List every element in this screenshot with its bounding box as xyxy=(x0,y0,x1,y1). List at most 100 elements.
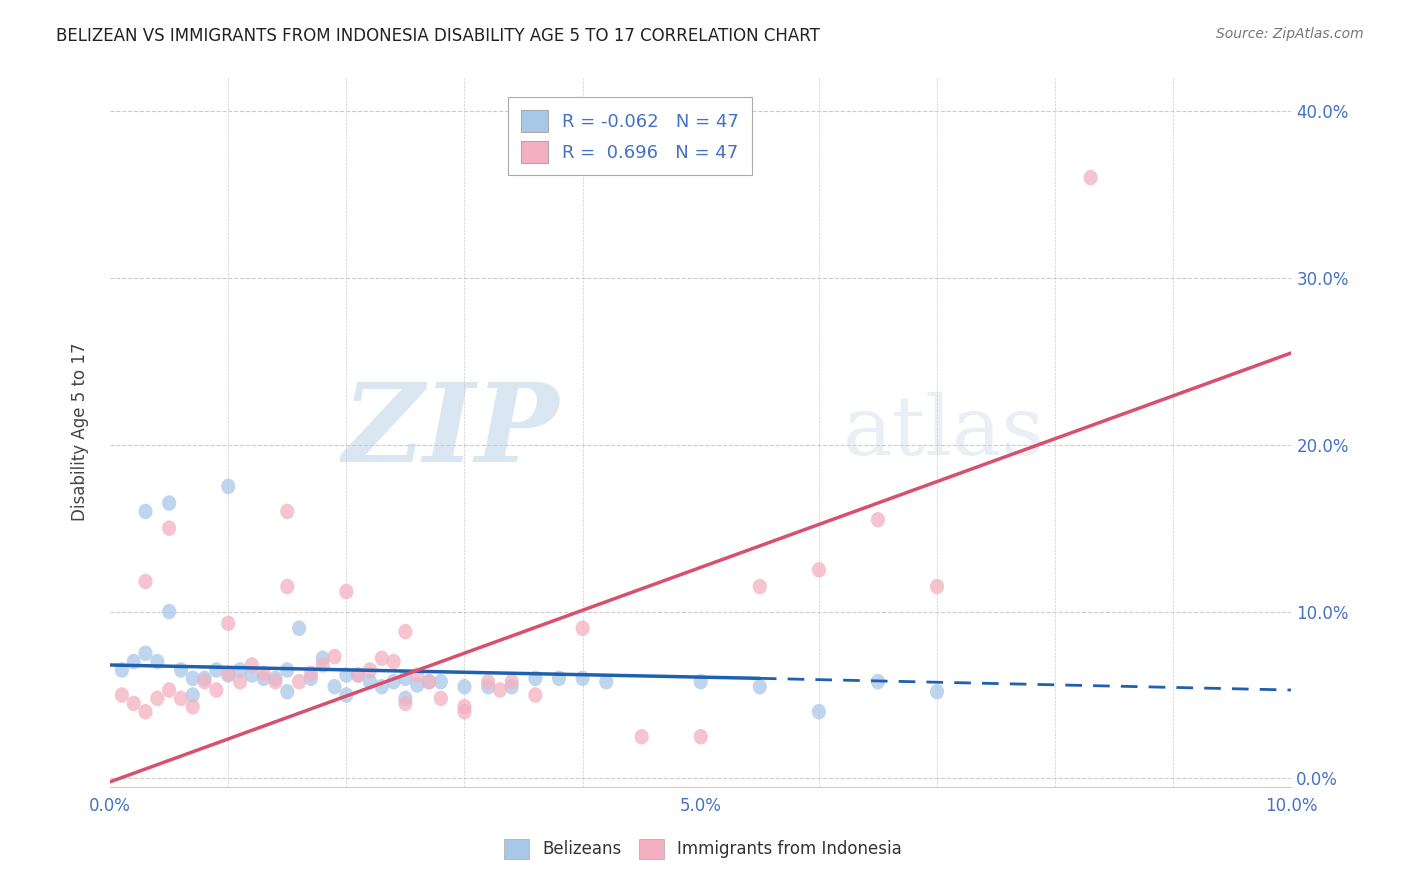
Ellipse shape xyxy=(150,654,165,670)
Ellipse shape xyxy=(575,621,589,636)
Ellipse shape xyxy=(529,671,543,686)
Text: ZIP: ZIP xyxy=(343,378,560,486)
Ellipse shape xyxy=(375,679,389,695)
Ellipse shape xyxy=(280,504,294,519)
Ellipse shape xyxy=(575,671,589,686)
Ellipse shape xyxy=(115,687,129,703)
Ellipse shape xyxy=(411,677,425,693)
Ellipse shape xyxy=(422,673,436,690)
Ellipse shape xyxy=(599,673,613,690)
Ellipse shape xyxy=(481,673,495,690)
Ellipse shape xyxy=(422,673,436,690)
Ellipse shape xyxy=(256,665,271,681)
Ellipse shape xyxy=(363,662,377,678)
Ellipse shape xyxy=(529,687,543,703)
Ellipse shape xyxy=(174,662,188,678)
Ellipse shape xyxy=(197,673,212,690)
Ellipse shape xyxy=(811,562,825,578)
Ellipse shape xyxy=(328,648,342,665)
Ellipse shape xyxy=(870,673,884,690)
Ellipse shape xyxy=(138,704,153,720)
Ellipse shape xyxy=(127,654,141,670)
Text: atlas: atlas xyxy=(842,392,1045,472)
Ellipse shape xyxy=(457,679,471,695)
Ellipse shape xyxy=(256,671,271,686)
Ellipse shape xyxy=(315,657,330,673)
Ellipse shape xyxy=(186,699,200,714)
Ellipse shape xyxy=(209,682,224,698)
Ellipse shape xyxy=(434,673,449,690)
Ellipse shape xyxy=(269,671,283,686)
Ellipse shape xyxy=(280,662,294,678)
Ellipse shape xyxy=(375,650,389,666)
Y-axis label: Disability Age 5 to 17: Disability Age 5 to 17 xyxy=(72,343,89,522)
Ellipse shape xyxy=(339,687,353,703)
Ellipse shape xyxy=(481,679,495,695)
Ellipse shape xyxy=(280,579,294,594)
Ellipse shape xyxy=(363,673,377,690)
Ellipse shape xyxy=(398,696,412,711)
Ellipse shape xyxy=(811,704,825,720)
Ellipse shape xyxy=(138,646,153,661)
Ellipse shape xyxy=(387,673,401,690)
Ellipse shape xyxy=(870,512,884,527)
Legend: R = -0.062   N = 47, R =  0.696   N = 47: R = -0.062 N = 47, R = 0.696 N = 47 xyxy=(508,97,752,176)
Ellipse shape xyxy=(186,687,200,703)
Ellipse shape xyxy=(197,671,212,686)
Ellipse shape xyxy=(304,665,318,681)
Ellipse shape xyxy=(434,690,449,706)
Ellipse shape xyxy=(339,583,353,599)
Ellipse shape xyxy=(411,667,425,682)
Ellipse shape xyxy=(280,684,294,699)
Ellipse shape xyxy=(398,624,412,640)
Ellipse shape xyxy=(929,684,945,699)
Ellipse shape xyxy=(693,729,707,745)
Ellipse shape xyxy=(328,679,342,695)
Ellipse shape xyxy=(233,662,247,678)
Ellipse shape xyxy=(127,696,141,711)
Ellipse shape xyxy=(162,682,176,698)
Ellipse shape xyxy=(174,690,188,706)
Ellipse shape xyxy=(245,657,259,673)
Ellipse shape xyxy=(150,690,165,706)
Ellipse shape xyxy=(221,615,235,631)
Ellipse shape xyxy=(398,671,412,686)
Ellipse shape xyxy=(162,520,176,536)
Ellipse shape xyxy=(209,662,224,678)
Ellipse shape xyxy=(634,729,648,745)
Ellipse shape xyxy=(352,667,366,682)
Ellipse shape xyxy=(315,650,330,666)
Ellipse shape xyxy=(292,621,307,636)
Ellipse shape xyxy=(304,671,318,686)
Ellipse shape xyxy=(269,673,283,690)
Ellipse shape xyxy=(505,673,519,690)
Ellipse shape xyxy=(494,682,508,698)
Legend: Belizeans, Immigrants from Indonesia: Belizeans, Immigrants from Indonesia xyxy=(498,832,908,866)
Ellipse shape xyxy=(186,671,200,686)
Ellipse shape xyxy=(457,699,471,714)
Ellipse shape xyxy=(138,574,153,590)
Ellipse shape xyxy=(1084,169,1098,186)
Ellipse shape xyxy=(352,667,366,682)
Ellipse shape xyxy=(457,704,471,720)
Text: BELIZEAN VS IMMIGRANTS FROM INDONESIA DISABILITY AGE 5 TO 17 CORRELATION CHART: BELIZEAN VS IMMIGRANTS FROM INDONESIA DI… xyxy=(56,27,820,45)
Ellipse shape xyxy=(221,665,235,681)
Ellipse shape xyxy=(138,504,153,519)
Ellipse shape xyxy=(387,654,401,670)
Ellipse shape xyxy=(115,662,129,678)
Ellipse shape xyxy=(245,667,259,682)
Ellipse shape xyxy=(292,673,307,690)
Ellipse shape xyxy=(398,690,412,706)
Ellipse shape xyxy=(339,667,353,682)
Ellipse shape xyxy=(233,673,247,690)
Ellipse shape xyxy=(693,673,707,690)
Ellipse shape xyxy=(553,671,567,686)
Ellipse shape xyxy=(752,579,766,594)
Ellipse shape xyxy=(505,679,519,695)
Ellipse shape xyxy=(162,604,176,619)
Ellipse shape xyxy=(221,479,235,494)
Ellipse shape xyxy=(221,667,235,682)
Ellipse shape xyxy=(162,495,176,511)
Ellipse shape xyxy=(929,579,945,594)
Text: Source: ZipAtlas.com: Source: ZipAtlas.com xyxy=(1216,27,1364,41)
